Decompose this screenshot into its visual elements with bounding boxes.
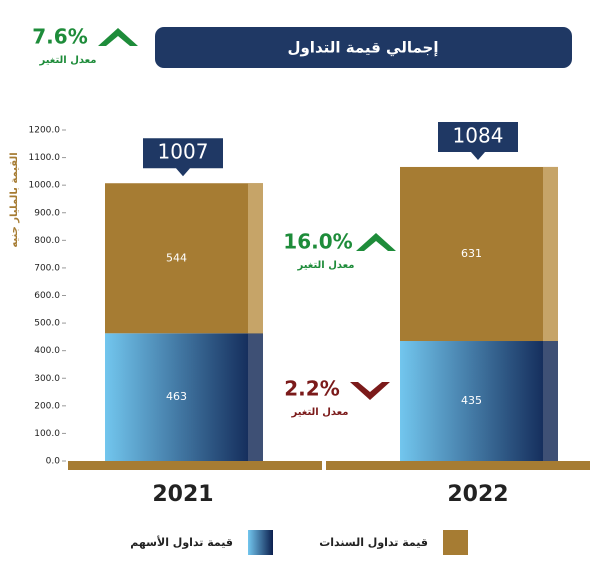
change-caption: معدل التغير [39, 55, 97, 66]
change-label: 7.6% [32, 25, 87, 49]
y-tick-label: 600.0 [34, 291, 60, 301]
total-label: 1007 [158, 140, 209, 164]
y-tick-label: 400.0 [34, 346, 60, 356]
legend-label: قيمة تداول السندات [319, 536, 428, 549]
value-label: 631 [461, 247, 482, 260]
title-box [155, 27, 572, 68]
legend-label: قيمة تداول الأسهم [130, 535, 233, 549]
y-tick-label: 100.0 [34, 429, 60, 439]
bar-shade [543, 341, 558, 461]
value-label: 463 [166, 390, 187, 403]
change-caption: معدل التغير [291, 407, 349, 418]
change-caption: معدل التغير [297, 260, 355, 271]
base-strip [326, 461, 590, 470]
bar-shade [543, 166, 558, 342]
legend-swatch [443, 530, 468, 555]
change-arrow [356, 233, 396, 251]
value-label: 544 [166, 251, 187, 264]
bar-shade [248, 183, 263, 334]
x-tick-label: 2022 [447, 482, 508, 507]
bar-segment [400, 341, 558, 461]
base-strip [68, 461, 322, 470]
y-tick-label: 700.0 [34, 263, 60, 273]
y-axis-label: القيمة بالمليار جنيه [9, 152, 20, 247]
y-tick-label: 300.0 [34, 374, 60, 384]
chart-title: إجمالي قيمة التداول [287, 39, 438, 57]
bar-segment [105, 333, 263, 461]
y-tick-label: 500.0 [34, 319, 60, 329]
bar-shade [248, 333, 263, 461]
total-callout [438, 121, 518, 160]
legend-swatch [248, 530, 273, 555]
total-label: 1084 [453, 123, 504, 147]
change-arrow [98, 28, 138, 46]
bar-segment [105, 183, 263, 334]
total-callout [143, 138, 223, 177]
change-label: 16.0% [283, 230, 352, 254]
y-tick-label: 0.0 [46, 457, 61, 467]
bar-segment [400, 166, 558, 342]
y-tick-label: 200.0 [34, 401, 60, 411]
y-tick-label: 1200.0 [29, 126, 61, 136]
y-tick-label: 1100.0 [29, 153, 61, 163]
y-tick-label: 1000.0 [29, 181, 61, 191]
y-tick-label: 800.0 [34, 236, 60, 246]
value-label: 435 [461, 394, 482, 407]
change-label: 2.2% [284, 377, 339, 401]
x-tick-label: 2021 [152, 482, 213, 507]
y-tick-label: 900.0 [34, 208, 60, 218]
change-arrow [350, 382, 390, 400]
